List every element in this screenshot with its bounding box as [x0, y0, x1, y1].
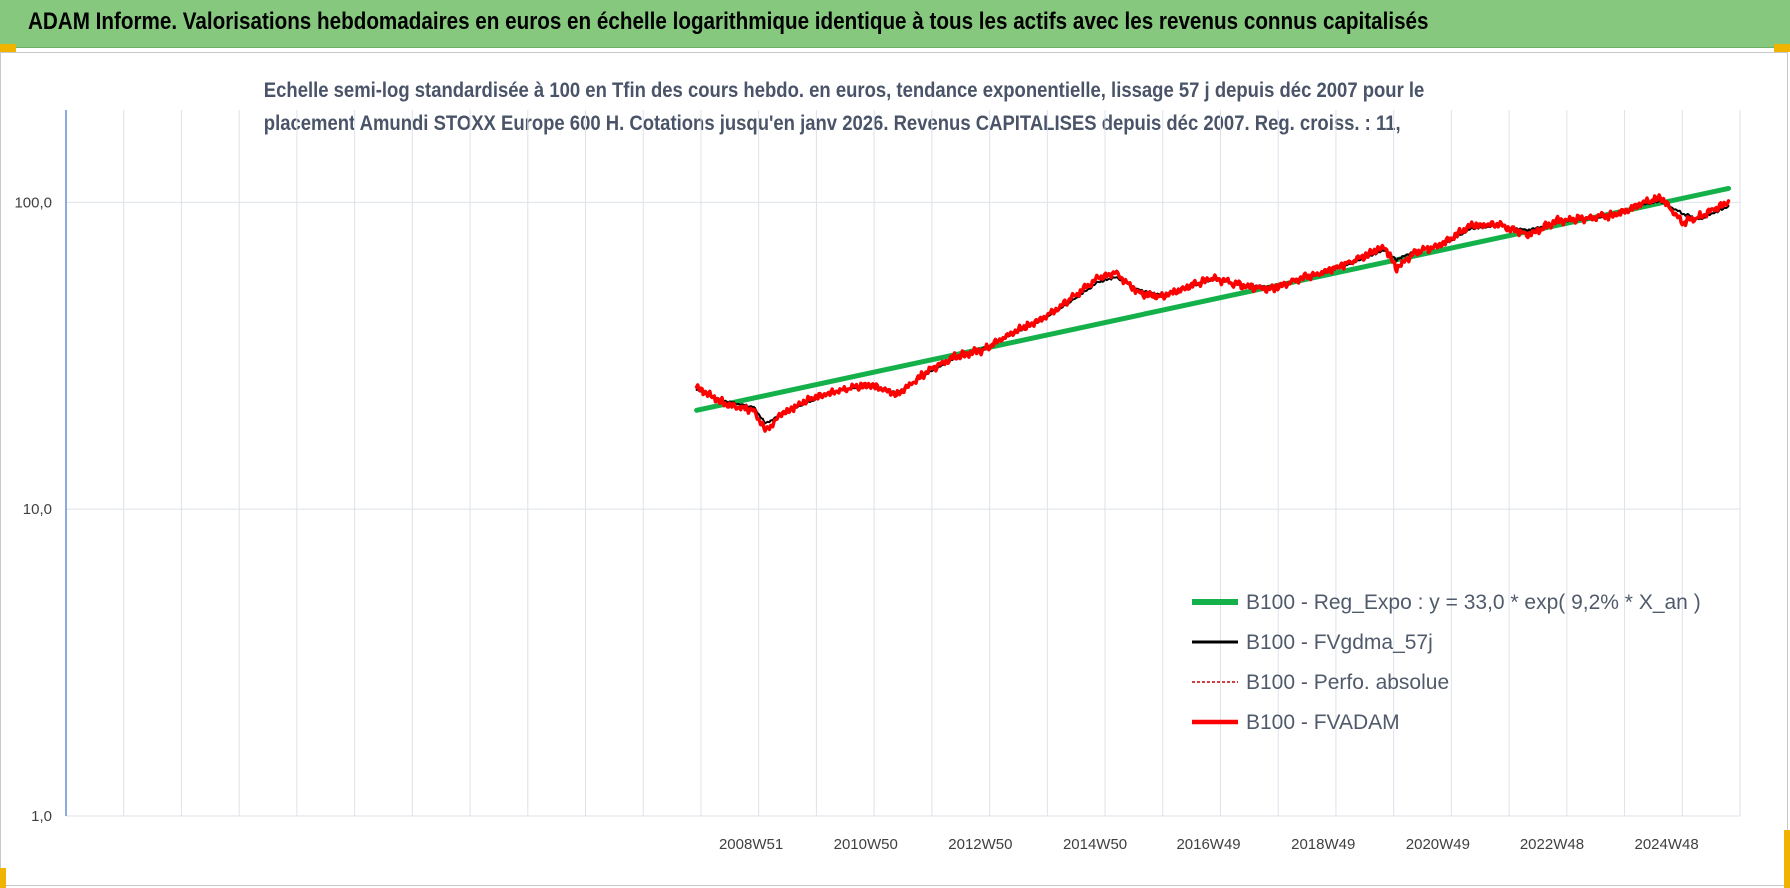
x-tick-label: 2024W48: [1635, 836, 1699, 853]
x-tick-label: 2014W50: [1063, 836, 1127, 853]
x-tick-label: 2022W48: [1520, 836, 1584, 853]
corner-mark-right: [1774, 44, 1790, 52]
y-tick-label: 100,0: [14, 194, 52, 211]
chart-frame: [0, 52, 1788, 886]
side-mark-left: [0, 868, 6, 888]
corner-mark-left: [0, 44, 16, 52]
legend-label-absolute: B100 - Perfo. absolue: [1246, 671, 1449, 694]
series-lines: [694, 185, 1732, 433]
x-tick-label: 2018W49: [1291, 836, 1355, 853]
legend-label-trend: B100 - Reg_Expo : y = 33,0 * exp( 9,2% *…: [1246, 591, 1701, 614]
series-line-absolute: [695, 194, 1730, 432]
x-tick-label: 2016W49: [1176, 836, 1240, 853]
side-mark-right: [1784, 830, 1790, 888]
grid: [66, 110, 1741, 817]
y-tick-label: 10,0: [23, 501, 52, 518]
report-title: ADAM Informe. Valorisations hebdomadaire…: [28, 8, 1429, 35]
legend-label-adam: B100 - FVADAM: [1246, 711, 1400, 734]
x-tick-label: 2020W49: [1406, 836, 1470, 853]
x-tick-label: 2012W50: [948, 836, 1012, 853]
x-tick-label: 2008W51: [719, 836, 783, 853]
series-line-trend: [694, 185, 1732, 413]
chart-title-line-1: Echelle semi-log standardisée à 100 en T…: [263, 79, 1425, 102]
axes: 1,0 10,0 100,0 2008W51 2010W50 2012W50 2014W50…: [14, 110, 1699, 853]
report-banner: ADAM Informe. Valorisations hebdomadaire…: [0, 0, 1790, 48]
legend: B100 - Reg_Expo : y = 33,0 * exp( 9,2% *…: [1192, 591, 1701, 734]
y-tick-label: 1,0: [31, 808, 52, 825]
chart-title-line-2: placement Amundi STOXX Europe 600 H. Cot…: [263, 112, 1401, 135]
legend-label-smoothed: B100 - FVgdma_57j: [1246, 631, 1433, 654]
series-line-adam: [694, 193, 1731, 433]
chart-title: Echelle semi-log standardisée à 100 en T…: [263, 74, 1425, 140]
x-tick-label: 2010W50: [834, 836, 898, 853]
